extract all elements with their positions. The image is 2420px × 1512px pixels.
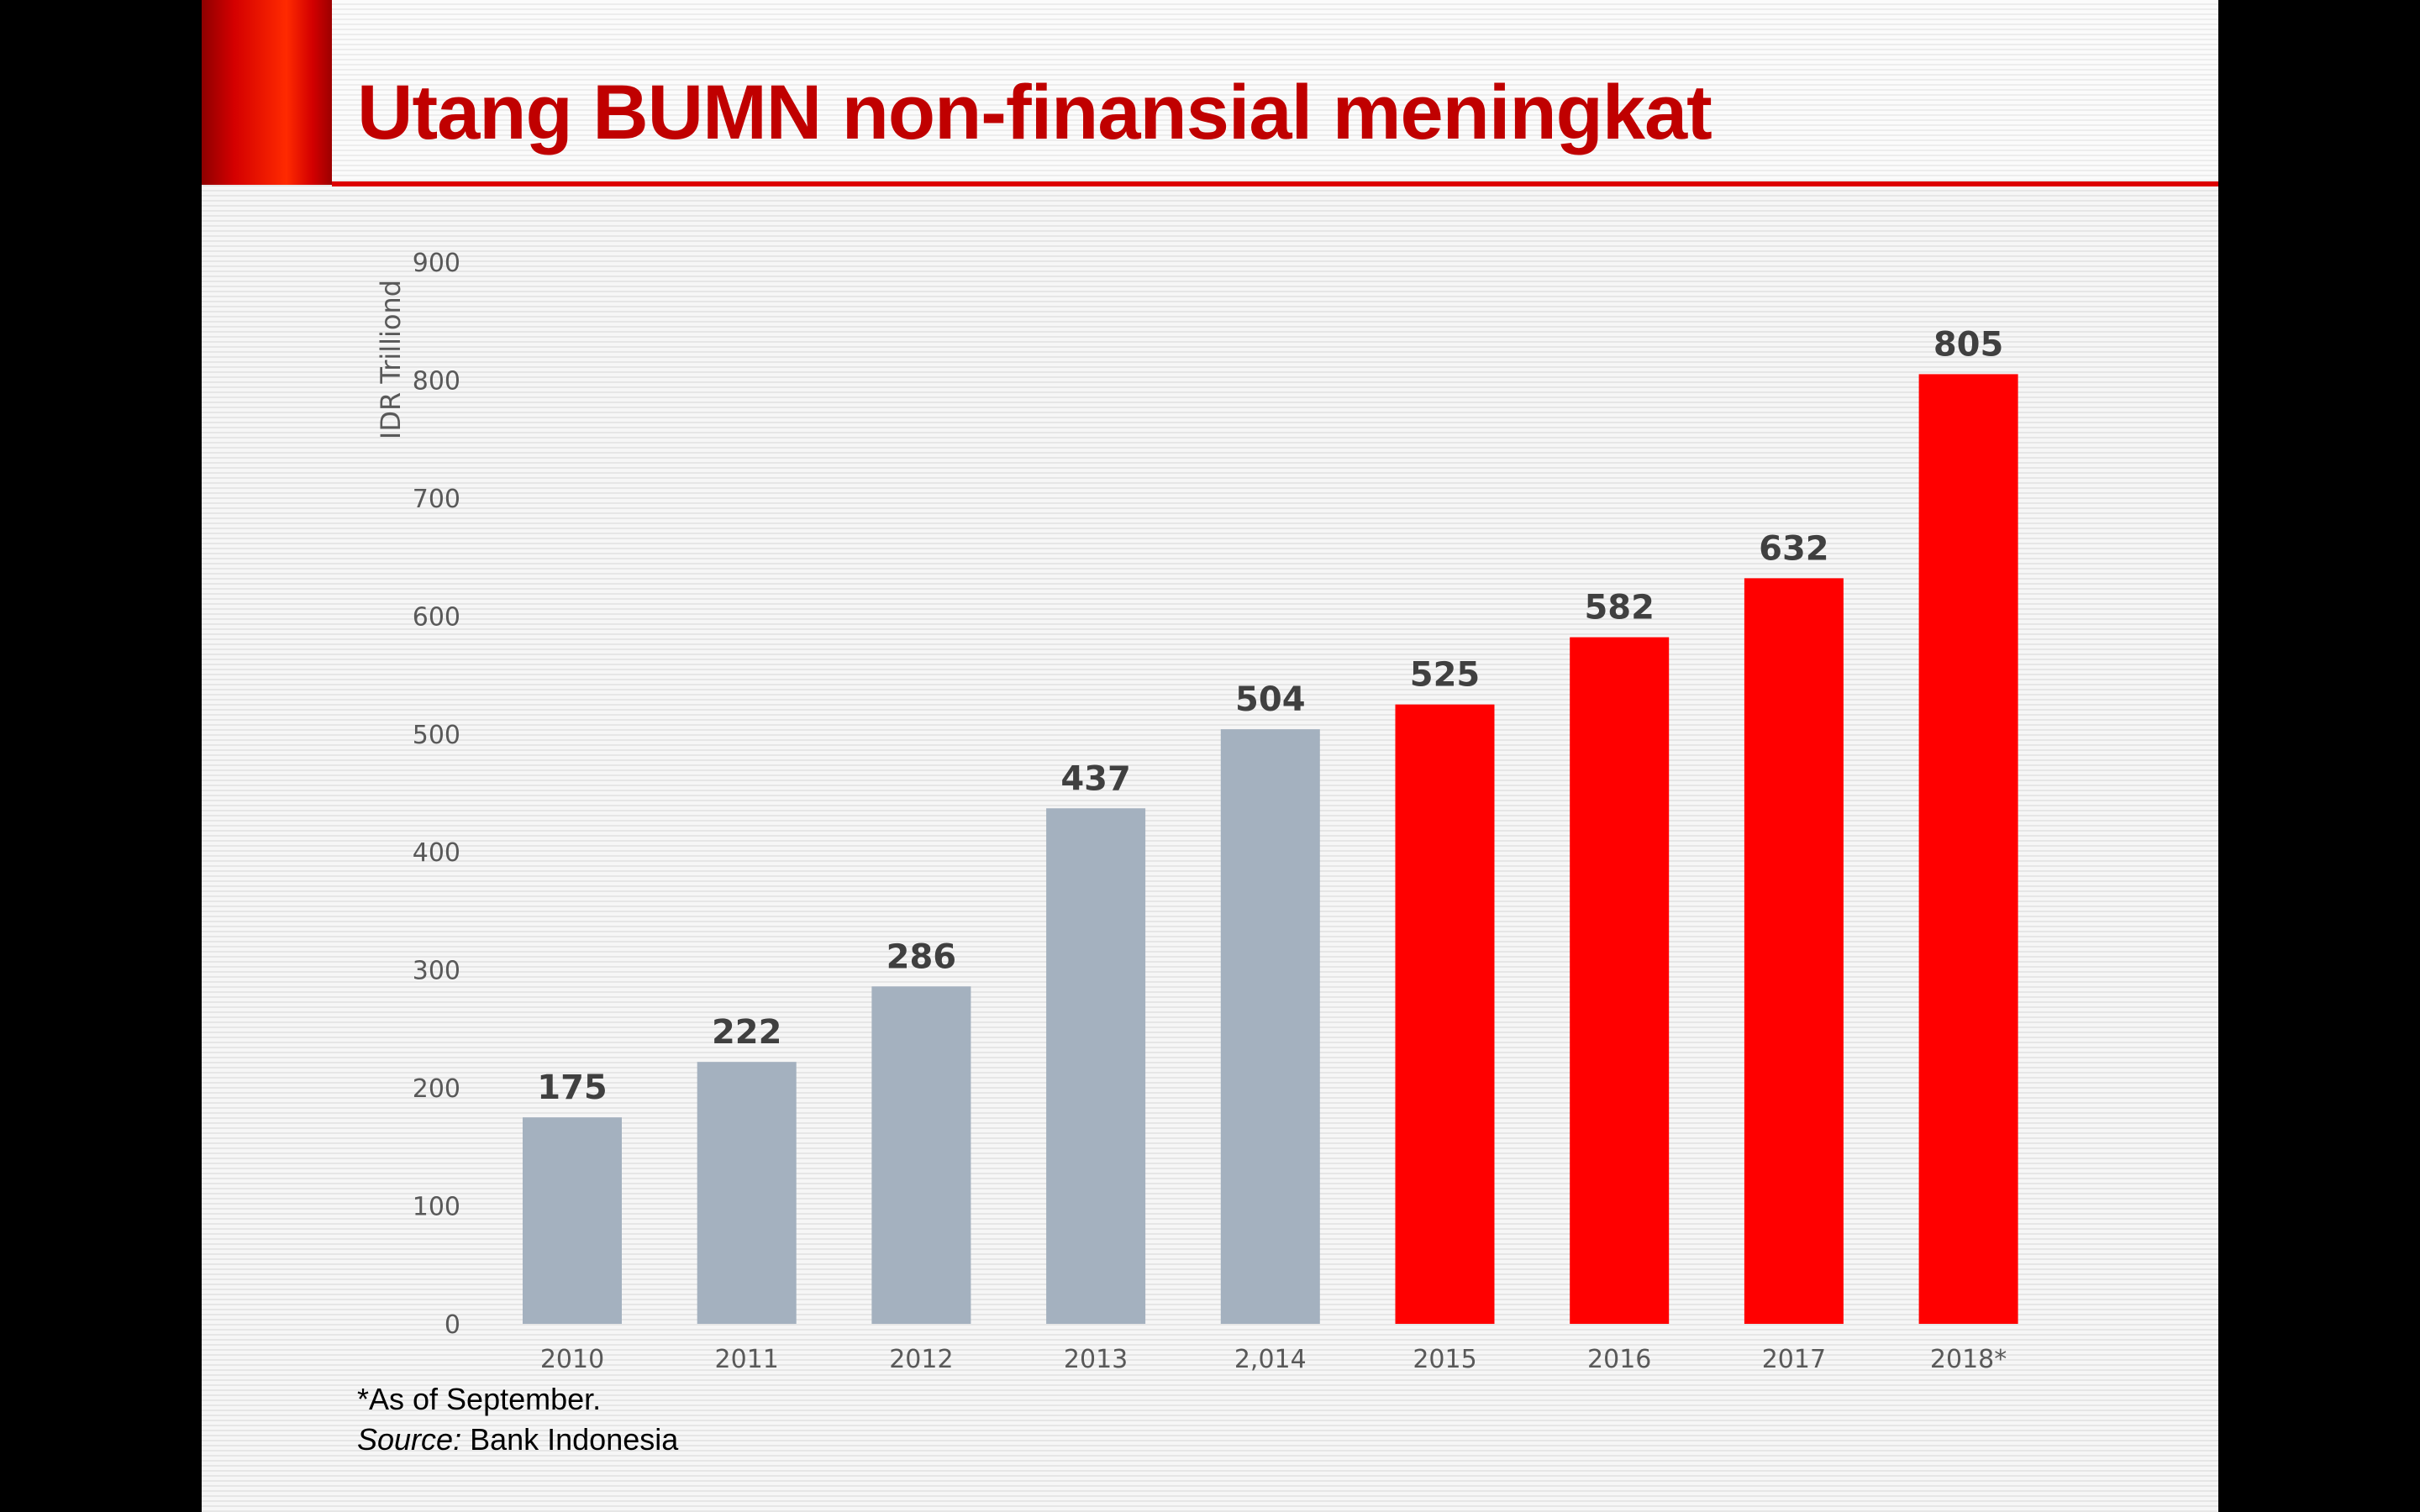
x-tick-label: 2018* — [1930, 1345, 2007, 1374]
bar — [697, 1062, 797, 1324]
title-rule — [332, 181, 2218, 186]
bar-value-label: 286 — [886, 937, 957, 976]
x-tick-label: 2010 — [540, 1345, 604, 1374]
source-value: Bank Indonesia — [461, 1422, 679, 1457]
x-tick-label: 2016 — [1587, 1345, 1651, 1374]
x-tick-label: 2015 — [1413, 1345, 1476, 1374]
bar — [1918, 374, 2018, 1324]
y-tick-label: 700 — [413, 485, 460, 514]
bar-value-label: 504 — [1235, 680, 1306, 719]
y-tick-label: 600 — [413, 602, 460, 632]
bar-chart: 0 100 200 300 400 500 600 700 800 900 IDR Trillio… — [375, 249, 2018, 1374]
slide: Utang BUMN non-finansial meningkat 0 100 2… — [202, 0, 2218, 1512]
x-tick-label: 2017 — [1762, 1345, 1826, 1374]
bar — [1220, 729, 1320, 1324]
bar-value-label: 525 — [1410, 656, 1481, 695]
x-tick-label: 2011 — [715, 1345, 779, 1374]
footnote-asof: *As of September. — [357, 1382, 602, 1416]
x-tick-label: 2012 — [889, 1345, 953, 1374]
bar — [523, 1117, 622, 1324]
bar-value-label: 175 — [537, 1068, 608, 1107]
accent-block — [202, 0, 332, 185]
y-tick-label: 200 — [413, 1074, 460, 1104]
y-tick-label: 400 — [413, 838, 460, 868]
slide-title: Utang BUMN non-finansial meningkat — [357, 70, 1712, 155]
bar — [1395, 704, 1495, 1324]
bar-value-label: 222 — [712, 1013, 782, 1052]
bar-value-label: 437 — [1060, 759, 1131, 798]
x-tick-label: 2013 — [1064, 1345, 1128, 1374]
y-tick-label: 0 — [445, 1310, 460, 1340]
header-band — [202, 0, 2218, 183]
x-axis-ticks: 2010 2011 2012 2013 2,014 2015 2016 2017 2018* — [540, 1345, 2007, 1374]
y-axis-ticks: 0 100 200 300 400 500 600 700 800 900 — [413, 249, 460, 1340]
x-tick-label: 2,014 — [1234, 1345, 1307, 1374]
footnote-source: Source: Bank Indonesia — [357, 1422, 678, 1457]
bar-series: 175 222 286 437 504 525 582 632 805 — [523, 325, 2018, 1324]
y-tick-label: 900 — [413, 249, 460, 278]
y-tick-label: 500 — [413, 721, 460, 750]
bar-value-label: 632 — [1759, 529, 1829, 568]
bar — [1046, 808, 1146, 1324]
bar — [1744, 578, 1844, 1324]
y-tick-label: 300 — [413, 957, 460, 986]
y-tick-label: 100 — [413, 1193, 460, 1222]
bar — [1570, 637, 1670, 1324]
y-axis-label: IDR Trilliond — [375, 280, 407, 439]
bar-value-label: 582 — [1584, 589, 1655, 627]
y-tick-label: 800 — [413, 366, 460, 396]
source-label: Source: — [357, 1422, 462, 1457]
bar-value-label: 805 — [1933, 325, 2004, 364]
bar — [871, 986, 971, 1324]
